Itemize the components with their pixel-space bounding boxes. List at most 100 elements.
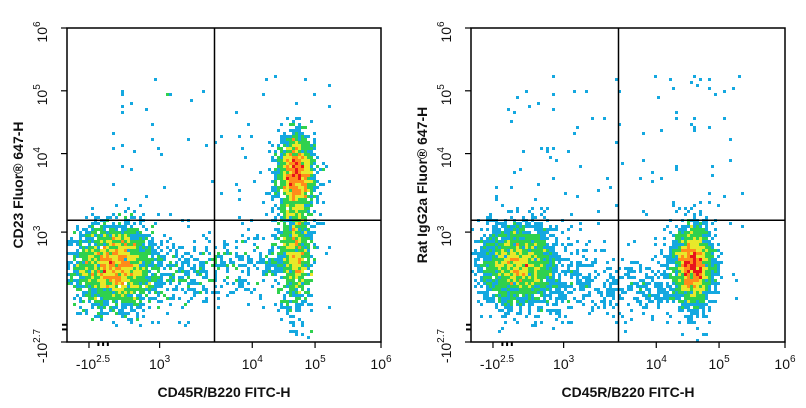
density-dot — [546, 276, 549, 279]
density-dot — [250, 261, 253, 264]
density-dot — [678, 282, 681, 285]
density-dot — [711, 258, 714, 261]
density-dot — [477, 264, 480, 267]
density-dot — [501, 300, 504, 303]
density-dot — [160, 285, 163, 288]
density-dot — [238, 264, 241, 267]
density-dot — [229, 291, 232, 294]
density-dot — [151, 237, 154, 240]
density-dot — [136, 234, 139, 237]
density-dot — [310, 174, 313, 177]
density-dot — [531, 294, 534, 297]
density-dot — [681, 264, 684, 267]
density-dot — [91, 234, 94, 237]
density-dot — [693, 309, 696, 312]
density-dot — [190, 279, 193, 282]
density-dot — [79, 243, 82, 246]
density-dot — [79, 282, 82, 285]
density-dot — [265, 261, 268, 264]
density-dot — [513, 249, 516, 252]
density-dot — [82, 261, 85, 264]
density-dot — [205, 276, 208, 279]
density-dot — [211, 291, 214, 294]
density-dot — [501, 240, 504, 243]
density-dot — [247, 273, 250, 276]
density-dot — [498, 228, 501, 231]
density-dot — [97, 270, 100, 273]
density-dot — [313, 138, 316, 141]
density-dot — [307, 195, 310, 198]
density-dot — [492, 267, 495, 270]
density-dot — [145, 270, 148, 273]
density-dot — [531, 303, 534, 306]
density-dot — [295, 204, 298, 207]
density-dot — [274, 150, 277, 153]
density-dot — [615, 270, 618, 273]
density-dot — [558, 276, 561, 279]
density-dot — [310, 273, 313, 276]
density-dot — [82, 276, 85, 279]
density-dot — [603, 270, 606, 273]
density-dot — [495, 222, 498, 225]
density-dot — [696, 291, 699, 294]
density-dot — [238, 135, 241, 138]
density-dot — [504, 258, 507, 261]
density-dot — [205, 261, 208, 264]
density-dot — [307, 279, 310, 282]
density-dot — [705, 288, 708, 291]
density-dot — [124, 225, 127, 228]
density-dot — [289, 237, 292, 240]
density-dot — [289, 210, 292, 213]
density-dot — [283, 153, 286, 156]
density-dot — [690, 228, 693, 231]
density-dot — [696, 231, 699, 234]
density-dot — [525, 246, 528, 249]
density-dot — [543, 273, 546, 276]
density-dot — [295, 174, 298, 177]
density-dot — [489, 216, 492, 219]
density-dot — [106, 234, 109, 237]
density-dot — [292, 267, 295, 270]
density-dot — [79, 246, 82, 249]
density-dot — [136, 252, 139, 255]
density-dot — [621, 258, 624, 261]
density-dot — [540, 291, 543, 294]
density-dot — [187, 276, 190, 279]
density-dot — [480, 255, 483, 258]
density-dot — [286, 240, 289, 243]
density-dot — [283, 156, 286, 159]
density-dot — [148, 243, 151, 246]
density-dot — [130, 306, 133, 309]
density-dot — [519, 249, 522, 252]
density-dot — [310, 171, 313, 174]
density-dot — [193, 240, 196, 243]
density-dot — [283, 252, 286, 255]
density-dot — [684, 225, 687, 228]
density-dot — [684, 267, 687, 270]
density-dot — [678, 288, 681, 291]
density-dot — [510, 234, 513, 237]
density-dot — [528, 252, 531, 255]
density-dot — [151, 267, 154, 270]
density-dot — [214, 276, 217, 279]
density-dot — [289, 180, 292, 183]
density-dot — [705, 258, 708, 261]
density-dot — [181, 246, 184, 249]
density-dot — [474, 240, 477, 243]
density-dot — [540, 234, 543, 237]
density-dot — [627, 243, 630, 246]
density-dot — [528, 285, 531, 288]
density-dot — [690, 297, 693, 300]
density-dot — [247, 270, 250, 273]
density-dot — [103, 246, 106, 249]
density-dot — [121, 231, 124, 234]
density-dot — [304, 291, 307, 294]
density-dot — [504, 246, 507, 249]
density-dot — [91, 318, 94, 321]
density-dot — [486, 228, 489, 231]
density-dot — [286, 264, 289, 267]
density-dot — [193, 270, 196, 273]
density-dot — [289, 162, 292, 165]
density-dot — [549, 285, 552, 288]
density-dot — [675, 243, 678, 246]
